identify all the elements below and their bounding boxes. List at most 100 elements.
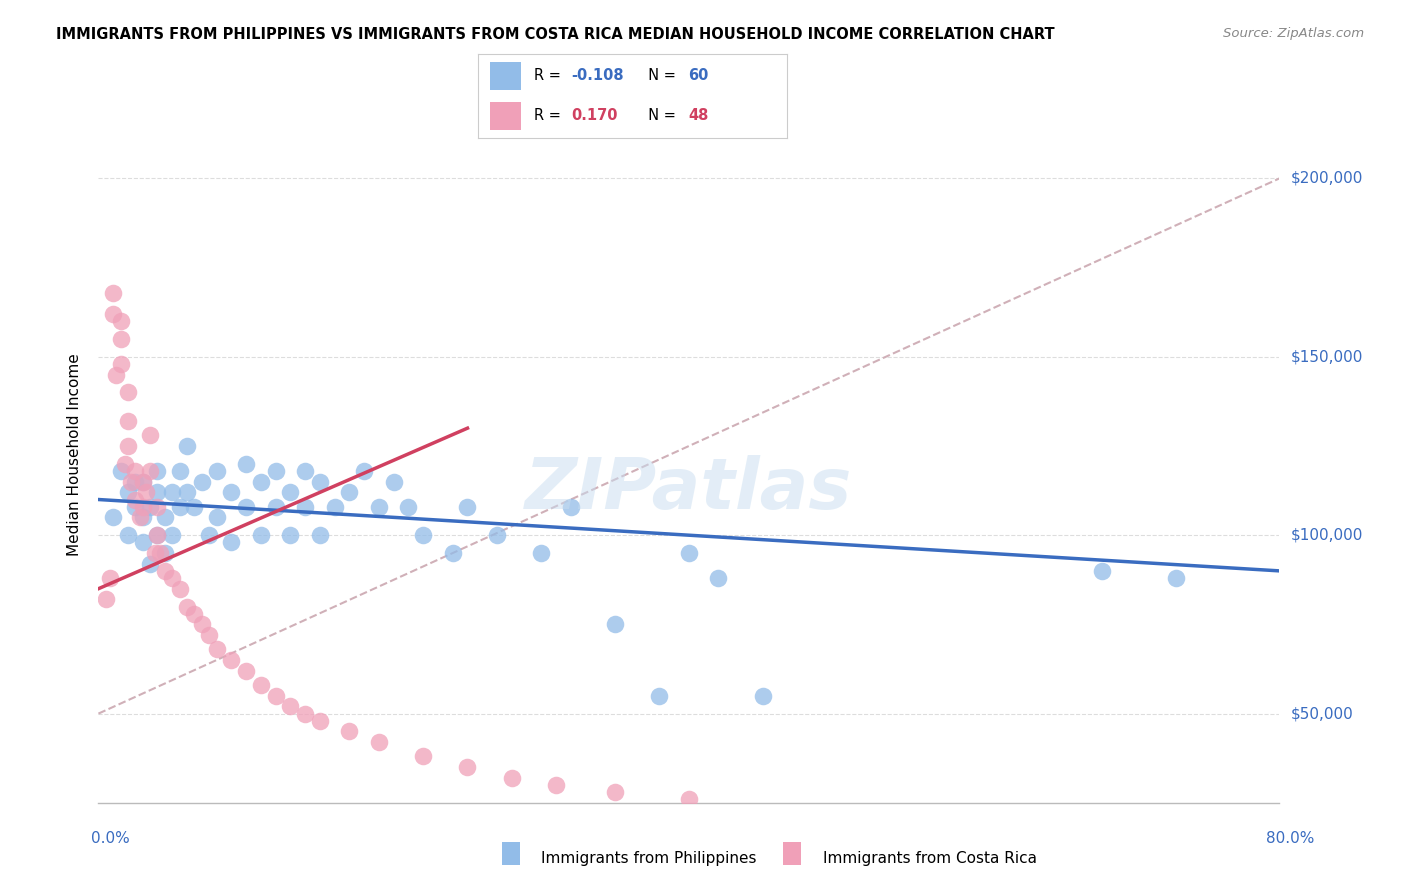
Point bbox=[110, 332, 132, 346]
Point bbox=[117, 414, 139, 428]
Point bbox=[605, 785, 627, 799]
Point bbox=[162, 571, 183, 585]
Point bbox=[278, 528, 302, 542]
Point bbox=[205, 642, 228, 657]
Point bbox=[132, 510, 155, 524]
Point bbox=[135, 485, 157, 500]
Point bbox=[353, 464, 375, 478]
Point bbox=[412, 528, 434, 542]
Point bbox=[337, 485, 360, 500]
Point bbox=[94, 592, 117, 607]
Text: 48: 48 bbox=[689, 108, 709, 123]
Point bbox=[120, 475, 142, 489]
Point bbox=[198, 628, 221, 642]
Point bbox=[128, 510, 150, 524]
Text: 0.170: 0.170 bbox=[571, 108, 617, 123]
Point bbox=[124, 492, 146, 507]
Point bbox=[1091, 564, 1114, 578]
Point bbox=[278, 485, 302, 500]
Point bbox=[648, 689, 671, 703]
Point bbox=[105, 368, 128, 382]
Text: $150,000: $150,000 bbox=[1291, 350, 1362, 364]
Point bbox=[396, 500, 419, 514]
Point bbox=[139, 464, 162, 478]
Point bbox=[250, 528, 273, 542]
Text: $200,000: $200,000 bbox=[1291, 171, 1362, 186]
Point bbox=[139, 500, 162, 514]
Point bbox=[114, 457, 136, 471]
Point bbox=[456, 500, 478, 514]
Point bbox=[530, 546, 553, 560]
Text: R =: R = bbox=[534, 69, 565, 84]
Point bbox=[169, 582, 191, 596]
Point bbox=[250, 475, 273, 489]
Point bbox=[124, 475, 146, 489]
Point bbox=[146, 500, 169, 514]
Bar bbox=[491, 102, 522, 130]
Point bbox=[124, 464, 146, 478]
Text: Immigrants from Costa Rica: Immigrants from Costa Rica bbox=[823, 851, 1036, 865]
Text: N =: N = bbox=[638, 108, 681, 123]
Point bbox=[294, 500, 316, 514]
Point bbox=[162, 485, 183, 500]
Point bbox=[605, 617, 627, 632]
Point bbox=[264, 689, 287, 703]
Point bbox=[132, 535, 155, 549]
Point bbox=[146, 464, 169, 478]
Point bbox=[1164, 571, 1187, 585]
Point bbox=[110, 357, 132, 371]
Point bbox=[149, 546, 172, 560]
Point bbox=[678, 792, 700, 806]
Point bbox=[176, 439, 198, 453]
Point bbox=[146, 528, 169, 542]
Point bbox=[368, 735, 391, 749]
Point bbox=[143, 546, 166, 560]
Point bbox=[235, 457, 257, 471]
Point bbox=[219, 485, 242, 500]
Text: $50,000: $50,000 bbox=[1291, 706, 1354, 721]
Point bbox=[219, 653, 242, 667]
Point bbox=[678, 546, 700, 560]
Point bbox=[103, 307, 125, 321]
Text: 80.0%: 80.0% bbox=[1267, 831, 1315, 846]
Point bbox=[162, 528, 183, 542]
Point bbox=[132, 500, 155, 514]
Text: Source: ZipAtlas.com: Source: ZipAtlas.com bbox=[1223, 27, 1364, 40]
Point bbox=[183, 607, 205, 621]
Point bbox=[501, 771, 523, 785]
Point bbox=[169, 500, 191, 514]
Point bbox=[205, 464, 228, 478]
Point bbox=[139, 428, 162, 442]
Point bbox=[382, 475, 405, 489]
Point bbox=[146, 485, 169, 500]
Point bbox=[132, 475, 155, 489]
Point bbox=[751, 689, 773, 703]
Point bbox=[309, 714, 332, 728]
Point bbox=[235, 664, 257, 678]
Point bbox=[337, 724, 360, 739]
Point bbox=[264, 500, 287, 514]
Point bbox=[176, 485, 198, 500]
Point bbox=[139, 557, 162, 571]
Point bbox=[309, 475, 332, 489]
Text: ZIPatlas: ZIPatlas bbox=[526, 455, 852, 524]
Point bbox=[560, 500, 582, 514]
Bar bbox=[491, 62, 522, 90]
Y-axis label: Median Household Income: Median Household Income bbox=[67, 353, 83, 557]
Text: $100,000: $100,000 bbox=[1291, 528, 1362, 542]
Text: IMMIGRANTS FROM PHILIPPINES VS IMMIGRANTS FROM COSTA RICA MEDIAN HOUSEHOLD INCOM: IMMIGRANTS FROM PHILIPPINES VS IMMIGRANT… bbox=[56, 27, 1054, 42]
Point bbox=[117, 528, 139, 542]
Point bbox=[294, 464, 316, 478]
Text: R =: R = bbox=[534, 108, 569, 123]
Point bbox=[117, 439, 139, 453]
Point bbox=[368, 500, 391, 514]
Point bbox=[153, 546, 176, 560]
Point bbox=[146, 528, 169, 542]
Point bbox=[707, 571, 730, 585]
Point bbox=[278, 699, 302, 714]
Point bbox=[235, 500, 257, 514]
Text: N =: N = bbox=[638, 69, 681, 84]
Point bbox=[132, 475, 155, 489]
Point bbox=[169, 464, 191, 478]
Point bbox=[110, 464, 132, 478]
